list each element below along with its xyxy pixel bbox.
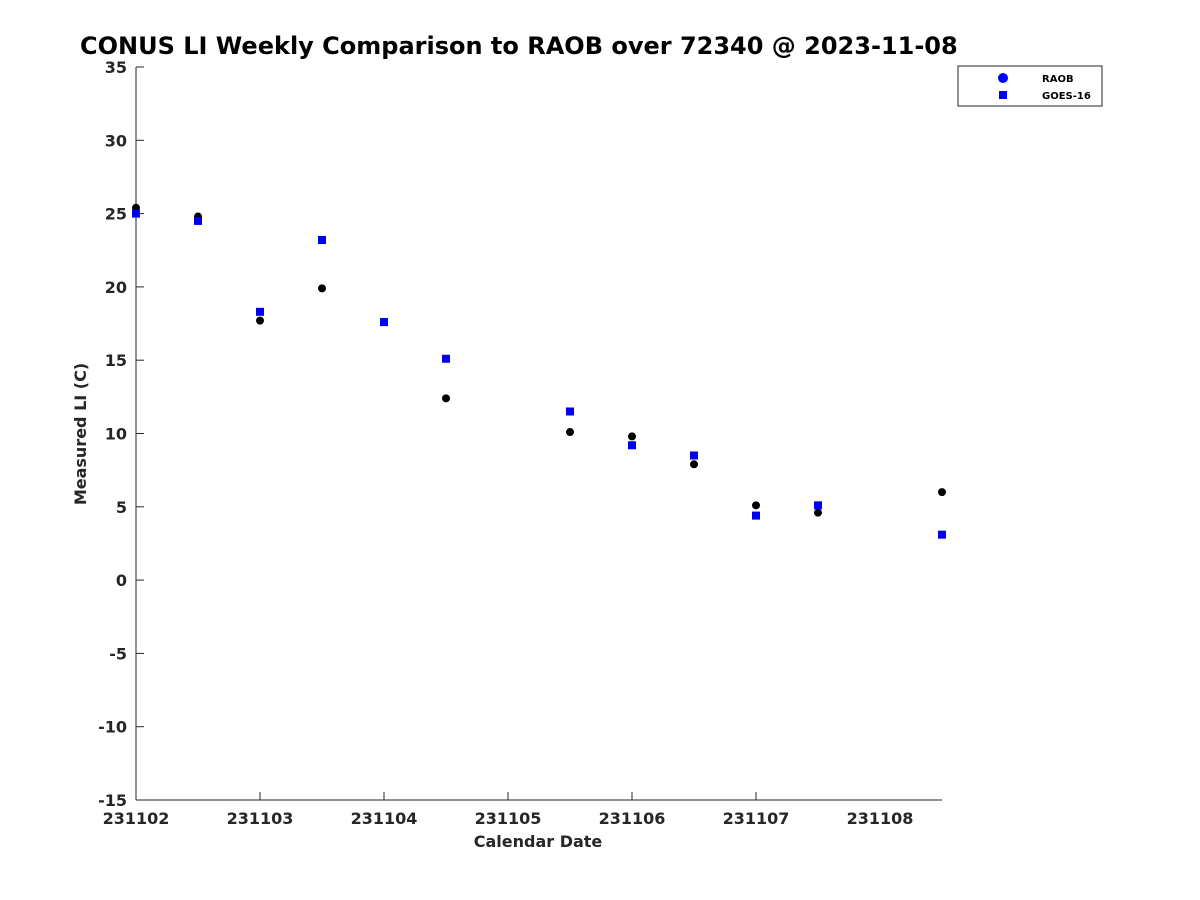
y-tick-label: 15 xyxy=(105,351,127,370)
y-tick-label: 5 xyxy=(116,498,127,517)
goes-16-point xyxy=(814,501,822,510)
raob-point xyxy=(690,460,698,469)
legend-items: RAOB GOES-16 xyxy=(998,73,1091,102)
y-tick-label: 25 xyxy=(105,205,127,224)
goes-16-point xyxy=(256,307,264,316)
x-tick-label: 231104 xyxy=(351,809,418,828)
raob-point xyxy=(628,432,636,441)
x-tick-label: 231106 xyxy=(599,809,666,828)
goes-16-point xyxy=(690,451,698,460)
y-tick-label: -5 xyxy=(109,644,127,663)
legend: RAOB GOES-16 xyxy=(957,65,1103,107)
x-tick-label: 231108 xyxy=(847,809,914,828)
goes-16-point xyxy=(194,216,202,225)
x-axis-label: Calendar Date xyxy=(474,832,603,851)
y-tick-label: 35 xyxy=(105,58,127,77)
y-axis-label: Measured LI (C) xyxy=(71,363,90,505)
y-tick-label: 0 xyxy=(116,571,127,590)
x-axis-ticks: 231102 231103 231104 231105 231106 231107 2311… xyxy=(103,792,914,828)
x-tick-label: 231107 xyxy=(723,809,790,828)
goes-16-point xyxy=(442,354,450,363)
y-tick-label: -15 xyxy=(98,791,127,810)
raob-point xyxy=(256,316,264,325)
goes-16-point xyxy=(132,209,140,218)
y-tick-label: 10 xyxy=(105,425,127,444)
goes-16-point xyxy=(380,318,388,327)
y-tick-label: 20 xyxy=(105,278,127,297)
goes-16-point xyxy=(628,441,636,450)
raob-point xyxy=(318,284,326,293)
data-points xyxy=(132,203,946,539)
goes-16-point xyxy=(752,511,760,520)
x-tick-label: 231103 xyxy=(227,809,294,828)
x-tick-label: 231105 xyxy=(475,809,542,828)
legend-label: RAOB xyxy=(1042,74,1074,85)
legend-label: GOES-16 xyxy=(1042,91,1091,102)
raob-point xyxy=(814,508,822,517)
legend-raob-marker xyxy=(998,73,1008,83)
raob-point xyxy=(566,428,574,437)
goes-16-point xyxy=(318,235,326,244)
y-tick-label: 30 xyxy=(105,131,127,150)
chart-title: CONUS LI Weekly Comparison to RAOB over … xyxy=(80,32,958,60)
raob-point xyxy=(938,488,946,497)
legend-goes-16-marker xyxy=(999,91,1007,99)
legend-box xyxy=(957,65,1103,107)
goes-16-point xyxy=(938,530,946,539)
raob-point xyxy=(752,501,760,510)
raob-point xyxy=(442,394,450,403)
x-tick-label: 231102 xyxy=(103,809,170,828)
y-tick-label: -10 xyxy=(98,718,127,737)
goes-16-point xyxy=(566,407,574,416)
y-axis-ticks: 35 30 25 20 15 10 5 0 -5 -10 -15 xyxy=(98,58,144,810)
